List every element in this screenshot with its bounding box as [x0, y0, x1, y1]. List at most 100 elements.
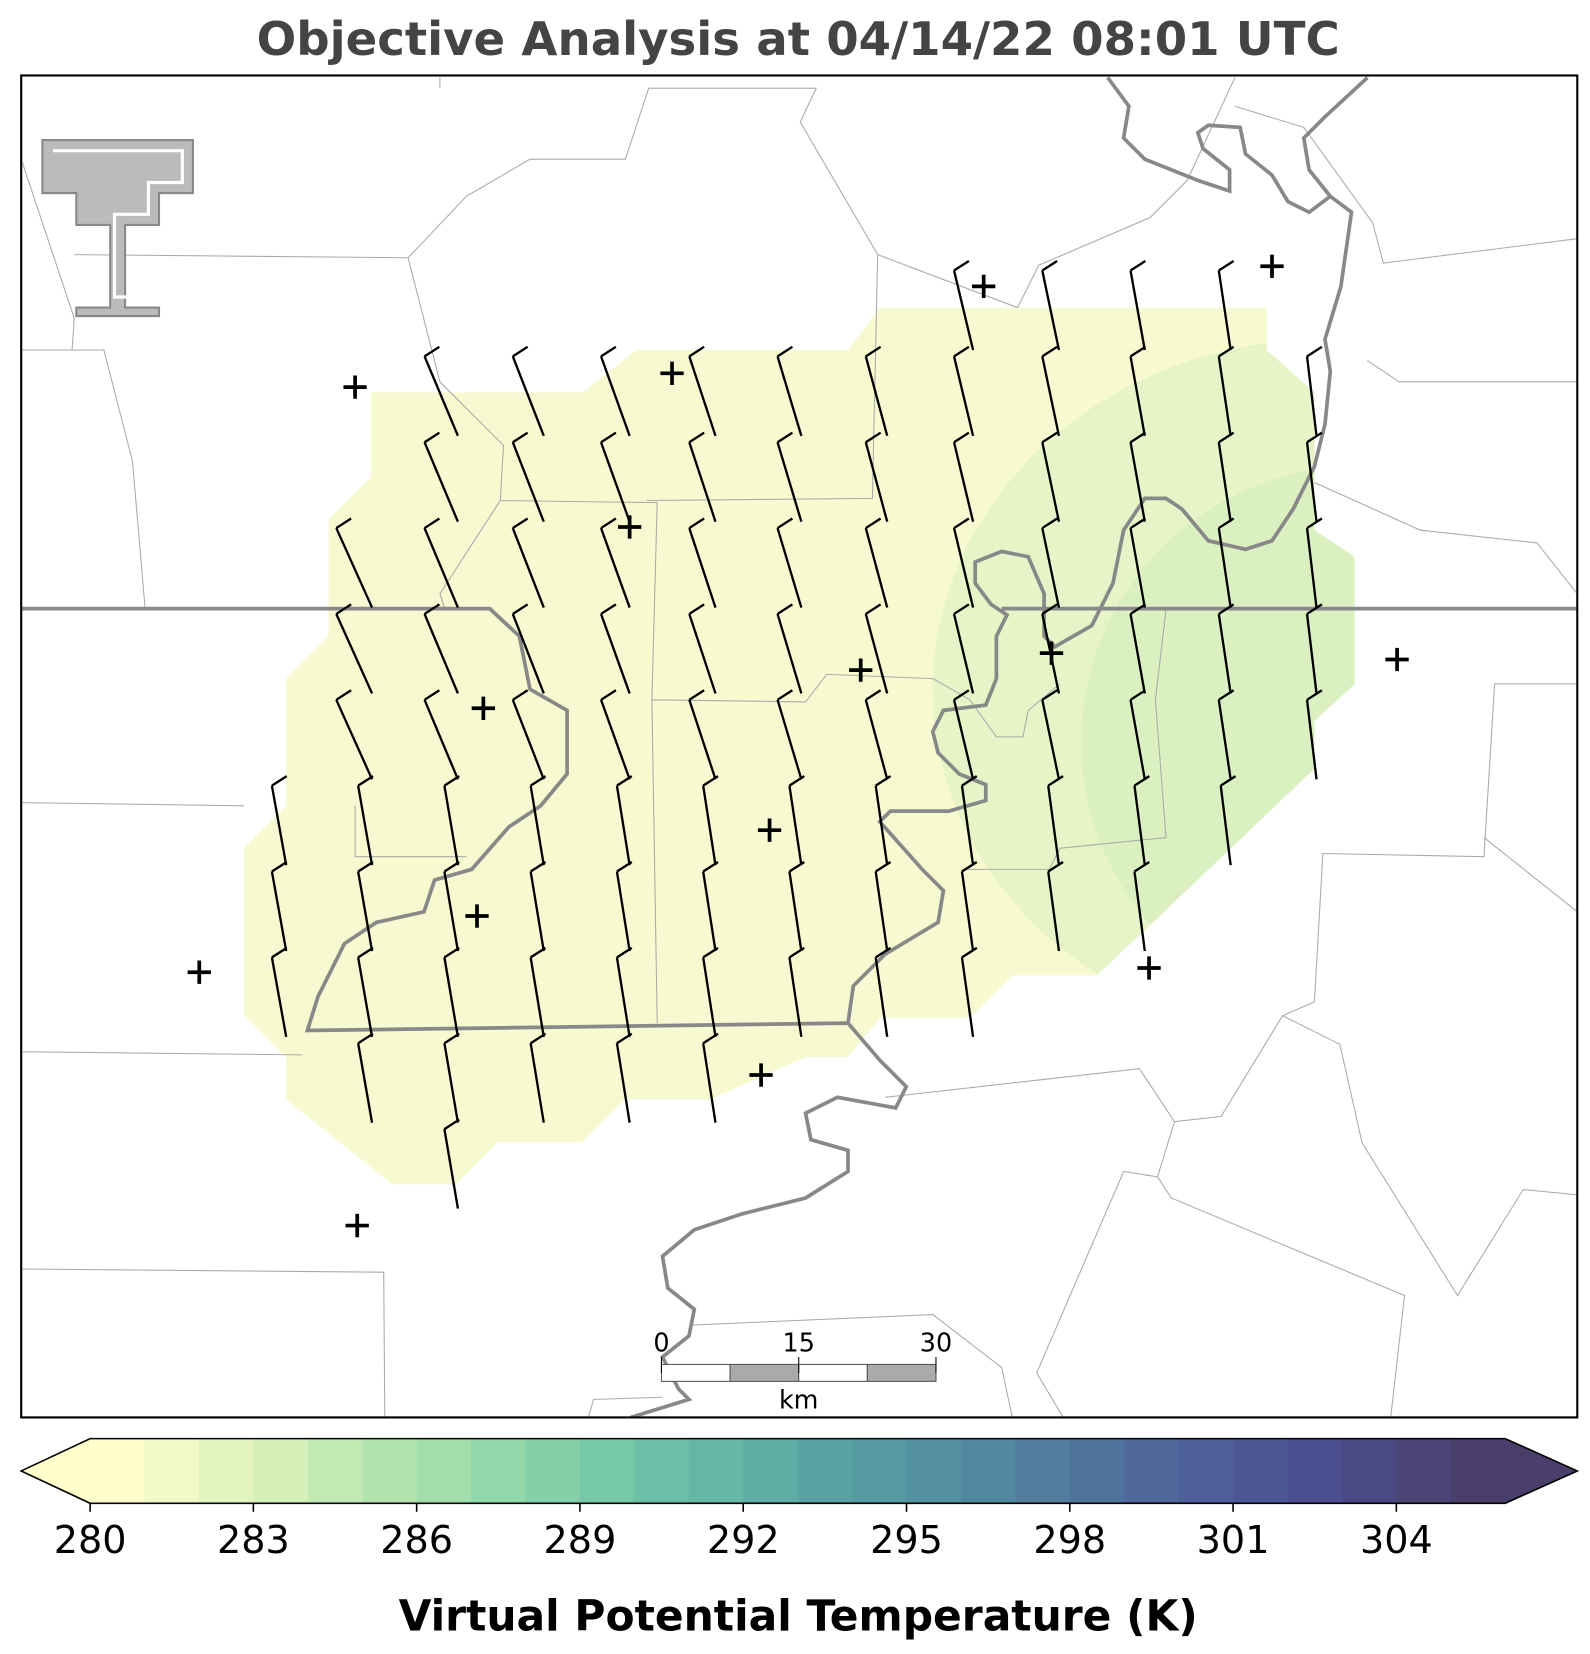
colorbar-tick-label: 286	[380, 1518, 453, 1562]
colorbar-extend-high	[1505, 1438, 1578, 1504]
station	[617, 515, 642, 539]
station-markers	[187, 254, 1409, 1238]
wind-barb	[960, 775, 978, 866]
wind-barb	[1133, 775, 1150, 866]
wind-barb	[776, 517, 803, 608]
wind-barb	[952, 431, 975, 522]
wind-barb	[443, 1118, 460, 1209]
colorbar-segment	[634, 1438, 690, 1504]
map	[21, 76, 1578, 1418]
wind-barb	[270, 946, 288, 1038]
colorbar-extend-low	[21, 1438, 91, 1504]
wind-barb	[529, 1032, 547, 1123]
colorbar-tick-label: 289	[544, 1518, 617, 1562]
wind-barb	[874, 775, 892, 866]
colorbar-segment	[852, 1438, 908, 1504]
wind-barb	[788, 946, 805, 1038]
wind-barb	[1041, 345, 1061, 437]
colorbar-segment	[1178, 1438, 1234, 1504]
wind-barb	[952, 517, 975, 608]
scale-unit: km	[779, 1385, 819, 1415]
colorbar-segment	[471, 1438, 527, 1504]
scale-segment	[798, 1363, 868, 1382]
wind-barb	[1041, 431, 1061, 522]
station	[343, 375, 367, 399]
station	[749, 1063, 773, 1087]
wind-barb	[776, 431, 803, 523]
colorbar-tick-label: 280	[54, 1518, 127, 1562]
colorbar-segment	[960, 1438, 1016, 1504]
wind-barb	[423, 431, 459, 523]
wind-barb	[443, 860, 460, 952]
wind-barb	[599, 517, 631, 608]
colorbar: 280 283 286 289 292 295 298 301 304	[19, 1437, 1580, 1562]
colorbar-tick-label: 283	[217, 1518, 290, 1562]
wind-barb	[1129, 259, 1147, 351]
scale-segment	[660, 1363, 731, 1382]
wind-barb	[1047, 775, 1064, 866]
wind-barb	[952, 259, 975, 351]
wind-barb	[688, 603, 717, 694]
colorbar-tick-label: 301	[1197, 1518, 1270, 1562]
wind-barb	[357, 775, 374, 866]
wind-barb	[615, 860, 633, 952]
wind-barb	[599, 603, 631, 694]
wind-barb	[1129, 431, 1147, 522]
wind-barb	[599, 345, 631, 437]
colorbar-segment	[307, 1438, 363, 1504]
wind-barb	[874, 860, 892, 952]
wind-barb	[788, 860, 805, 952]
wind-barb	[615, 1032, 633, 1123]
colorbar-segment	[525, 1438, 581, 1504]
scale-label: 0	[653, 1327, 669, 1357]
wind-barb	[511, 603, 545, 694]
wind-barb	[1129, 517, 1147, 608]
wind-barb	[335, 517, 374, 609]
scale-bar: 0 15 30 km	[653, 1327, 952, 1414]
colorbar-segment	[416, 1438, 472, 1504]
wind-barb	[788, 775, 805, 866]
wind-barb	[688, 431, 717, 523]
station	[471, 696, 496, 720]
colorbar-segment	[1287, 1438, 1343, 1504]
colorbar-label: Virtual Potential Temperature (K)	[399, 1591, 1198, 1640]
colorbar-tick-label: 295	[870, 1518, 943, 1562]
wind-barb	[960, 860, 978, 952]
wind-barb	[529, 946, 547, 1038]
scale-label: 30	[920, 1327, 952, 1357]
wind-barb	[1217, 517, 1235, 608]
map-frame	[20, 74, 1579, 1419]
station	[465, 904, 489, 928]
colorbar-tick-label: 298	[1033, 1518, 1106, 1562]
wind-barbs	[270, 259, 1323, 1209]
wind-barb	[776, 689, 803, 780]
wind-barb	[1217, 259, 1235, 351]
scale-segment	[729, 1363, 800, 1382]
wind-barb	[423, 603, 459, 694]
colorbar-segment	[362, 1438, 418, 1504]
wind-barb	[443, 946, 460, 1038]
wind-barb	[511, 431, 545, 523]
wind-barb	[423, 517, 459, 609]
colorbar-segment	[1233, 1438, 1289, 1504]
colorbar-segment	[253, 1438, 309, 1504]
scale-segment	[866, 1363, 937, 1382]
wind-barb	[1129, 603, 1147, 694]
colorbar-segment	[1015, 1438, 1071, 1504]
wind-barb	[702, 1032, 719, 1123]
wind-barb	[511, 345, 545, 437]
wind-barb	[1305, 517, 1323, 608]
wind-barb	[702, 860, 719, 952]
wind-barb	[874, 946, 892, 1038]
wind-barb	[357, 860, 374, 952]
colorbar-segment	[1396, 1438, 1452, 1504]
colorbar-segment	[1450, 1438, 1506, 1504]
wind-barb	[599, 689, 631, 780]
station	[187, 960, 211, 984]
wind-barb	[335, 603, 374, 694]
wind-barb	[511, 689, 545, 780]
wind-barb	[776, 603, 803, 694]
wind-barb	[1305, 689, 1323, 780]
wind-barb	[1041, 689, 1061, 780]
